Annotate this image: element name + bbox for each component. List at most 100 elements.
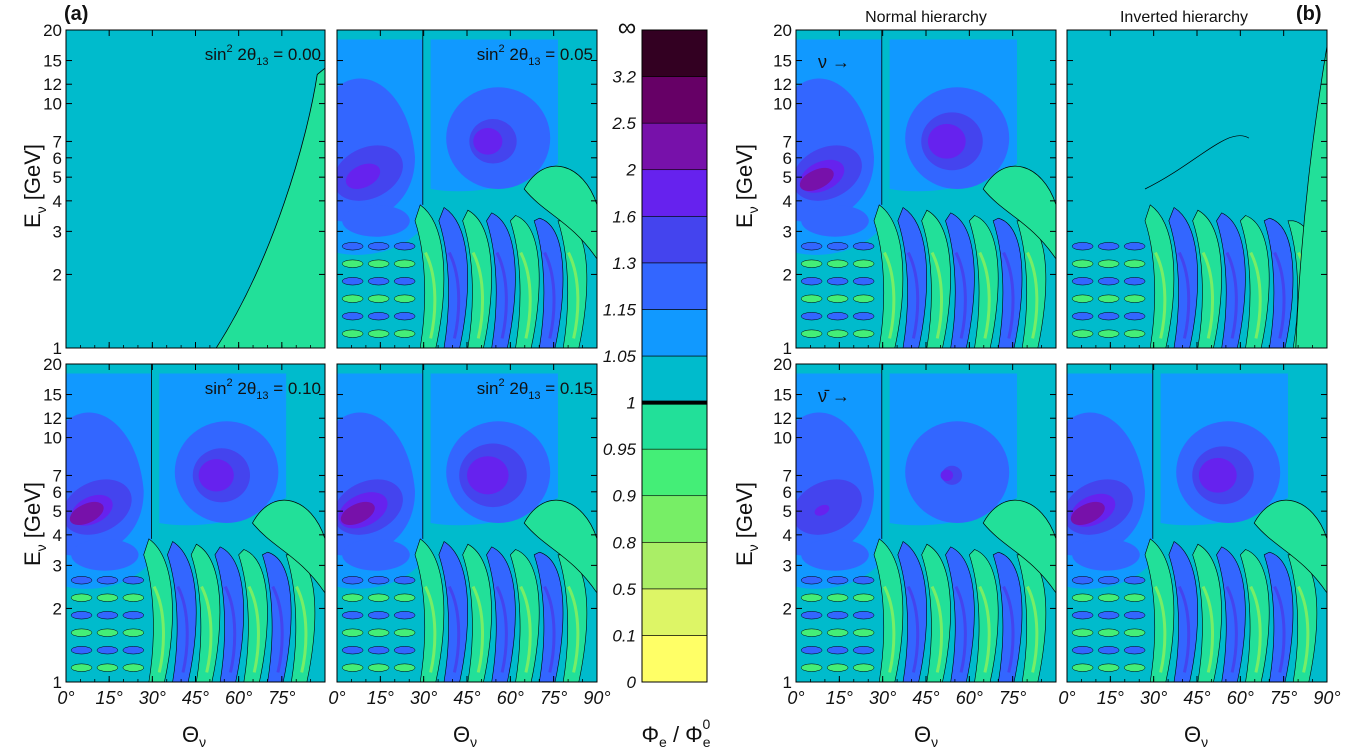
oscillation-lobe (1123, 593, 1146, 602)
oscillation-lobe-core (176, 585, 189, 673)
colorbar-tick-label: 1.6 (612, 207, 636, 226)
panel-b-inverted-nubar: 0° 15° 30° 45° 60° 75° 90° (1058, 363, 1341, 708)
y-tick-label: 15 (773, 386, 792, 405)
oscillation-lobe-core (447, 251, 461, 339)
oscillation-lobe (1144, 204, 1175, 348)
contour-region (814, 504, 830, 516)
column-title-inverted: Inverted hierarchy (1120, 9, 1248, 26)
oscillation-lobe-core (295, 585, 308, 673)
oscillation-lobe (70, 611, 93, 620)
contour-region (198, 459, 234, 492)
oscillation-lobe-core (1249, 251, 1262, 339)
oscillation-lobe (945, 546, 975, 682)
oscillation-lobe-core (543, 251, 556, 339)
oscillation-lobe (486, 212, 516, 348)
annotation-part: = 0.05 (541, 45, 593, 64)
oscillation-lobe (1123, 259, 1146, 268)
oscillation-lobe-core (1297, 585, 1310, 673)
oscillation-lobe (826, 294, 849, 303)
x-tick-label: 75° (999, 688, 1026, 708)
oscillation-lobe (214, 546, 244, 682)
y-tick-label: 3 (783, 556, 792, 575)
annotation-part: sin (205, 379, 227, 398)
contour-region (71, 538, 139, 571)
oscillation-lobe (1071, 277, 1094, 286)
oscillation-lobe-core (424, 585, 437, 673)
y-tick-label: 6 (783, 483, 792, 502)
oscillation-lobe (96, 576, 119, 585)
oscillation-lobe (1097, 593, 1120, 602)
oscillation-lobe (557, 220, 588, 348)
annotation-part: 2θ (505, 379, 529, 398)
contour-region (467, 456, 509, 495)
oscillation-lobe-core (519, 251, 532, 339)
annotation-part: 2 (227, 377, 233, 389)
oscillation-lobe (800, 611, 823, 620)
panel-label-a: (a) (64, 3, 88, 25)
oscillation-lobe (367, 576, 390, 585)
panel-contours (66, 364, 325, 682)
y-tick-label: 7 (783, 132, 792, 151)
oscillation-lobe (557, 554, 588, 682)
x-tick-label: 30° (1140, 688, 1167, 708)
oscillation-lobe (367, 663, 390, 672)
x-tick-label: 90° (583, 688, 610, 708)
y-tick-label: 10 (773, 95, 792, 114)
x-tick-label: 75° (1270, 688, 1297, 708)
y-tick-label: 2 (53, 265, 62, 284)
oscillation-lobe (70, 593, 93, 602)
oscillation-lobe (1016, 554, 1047, 682)
colorbar-tick-label: 1.05 (603, 347, 637, 366)
y-tick-label: 10 (773, 429, 792, 448)
colorbar-label: Φe / Φe0 (641, 716, 710, 749)
oscillation-lobe (1071, 294, 1094, 303)
oscillation-lobe (1071, 312, 1094, 321)
oscillation-lobe (393, 277, 416, 286)
oscillation-lobe (826, 329, 849, 338)
oscillation-lobe-core (1154, 251, 1167, 339)
oscillation-lobe (341, 242, 364, 251)
colorbar-swatch (641, 29, 708, 77)
y-tick-label: 5 (783, 168, 792, 187)
oscillation-lobe (238, 549, 268, 682)
colorbar-tick-label: 1.3 (612, 254, 636, 273)
oscillation-lobe (367, 628, 390, 637)
colorbar-swatch (641, 76, 708, 124)
y-tick-label: 10 (43, 429, 62, 448)
oscillation-lobe (968, 215, 999, 348)
annotation-part: sin (477, 45, 499, 64)
y-tick-label: 20 (773, 21, 792, 40)
oscillation-lobe (1263, 217, 1294, 348)
colorbar-swatch (641, 355, 708, 403)
oscillation-lobe (945, 212, 975, 348)
oscillation-lobe-core (424, 251, 437, 339)
panel-annotation: sin2 2θ13 = 0.10 (205, 377, 321, 402)
annotation-part: 13 (256, 390, 268, 402)
oscillation-lobe (1123, 312, 1146, 321)
oscillation-lobe (393, 611, 416, 620)
annotation-part: 13 (256, 56, 268, 68)
colorbar-swatch (641, 588, 708, 636)
oscillation-lobe (800, 329, 823, 338)
contour-region (473, 127, 503, 155)
oscillation-lobe (262, 551, 292, 682)
oscillation-lobe (341, 611, 364, 620)
y-tick-label: 2 (53, 599, 62, 618)
y-tick-label: 1 (783, 673, 792, 692)
oscillation-lobe (1097, 312, 1120, 321)
x-tick-label: 45° (182, 688, 209, 708)
oscillation-lobe-core (152, 585, 165, 673)
y-tick-label: 1 (783, 339, 792, 358)
colorbar-swatch (641, 262, 708, 310)
oscillation-lobe (70, 663, 93, 672)
y-tick-label: 15 (43, 386, 62, 405)
oscillation-lobe (285, 554, 316, 682)
oscillation-lobe (341, 294, 364, 303)
annotation-part: 2 (227, 43, 233, 55)
panel-annotation: sin2 2θ13 = 0.15 (477, 377, 593, 402)
oscillation-lobe (1192, 209, 1222, 348)
oscillation-lobe (852, 277, 875, 286)
colorbar-frame (641, 29, 708, 683)
oscillation-lobe (1071, 663, 1094, 672)
y-tick-label: 7 (783, 466, 792, 485)
